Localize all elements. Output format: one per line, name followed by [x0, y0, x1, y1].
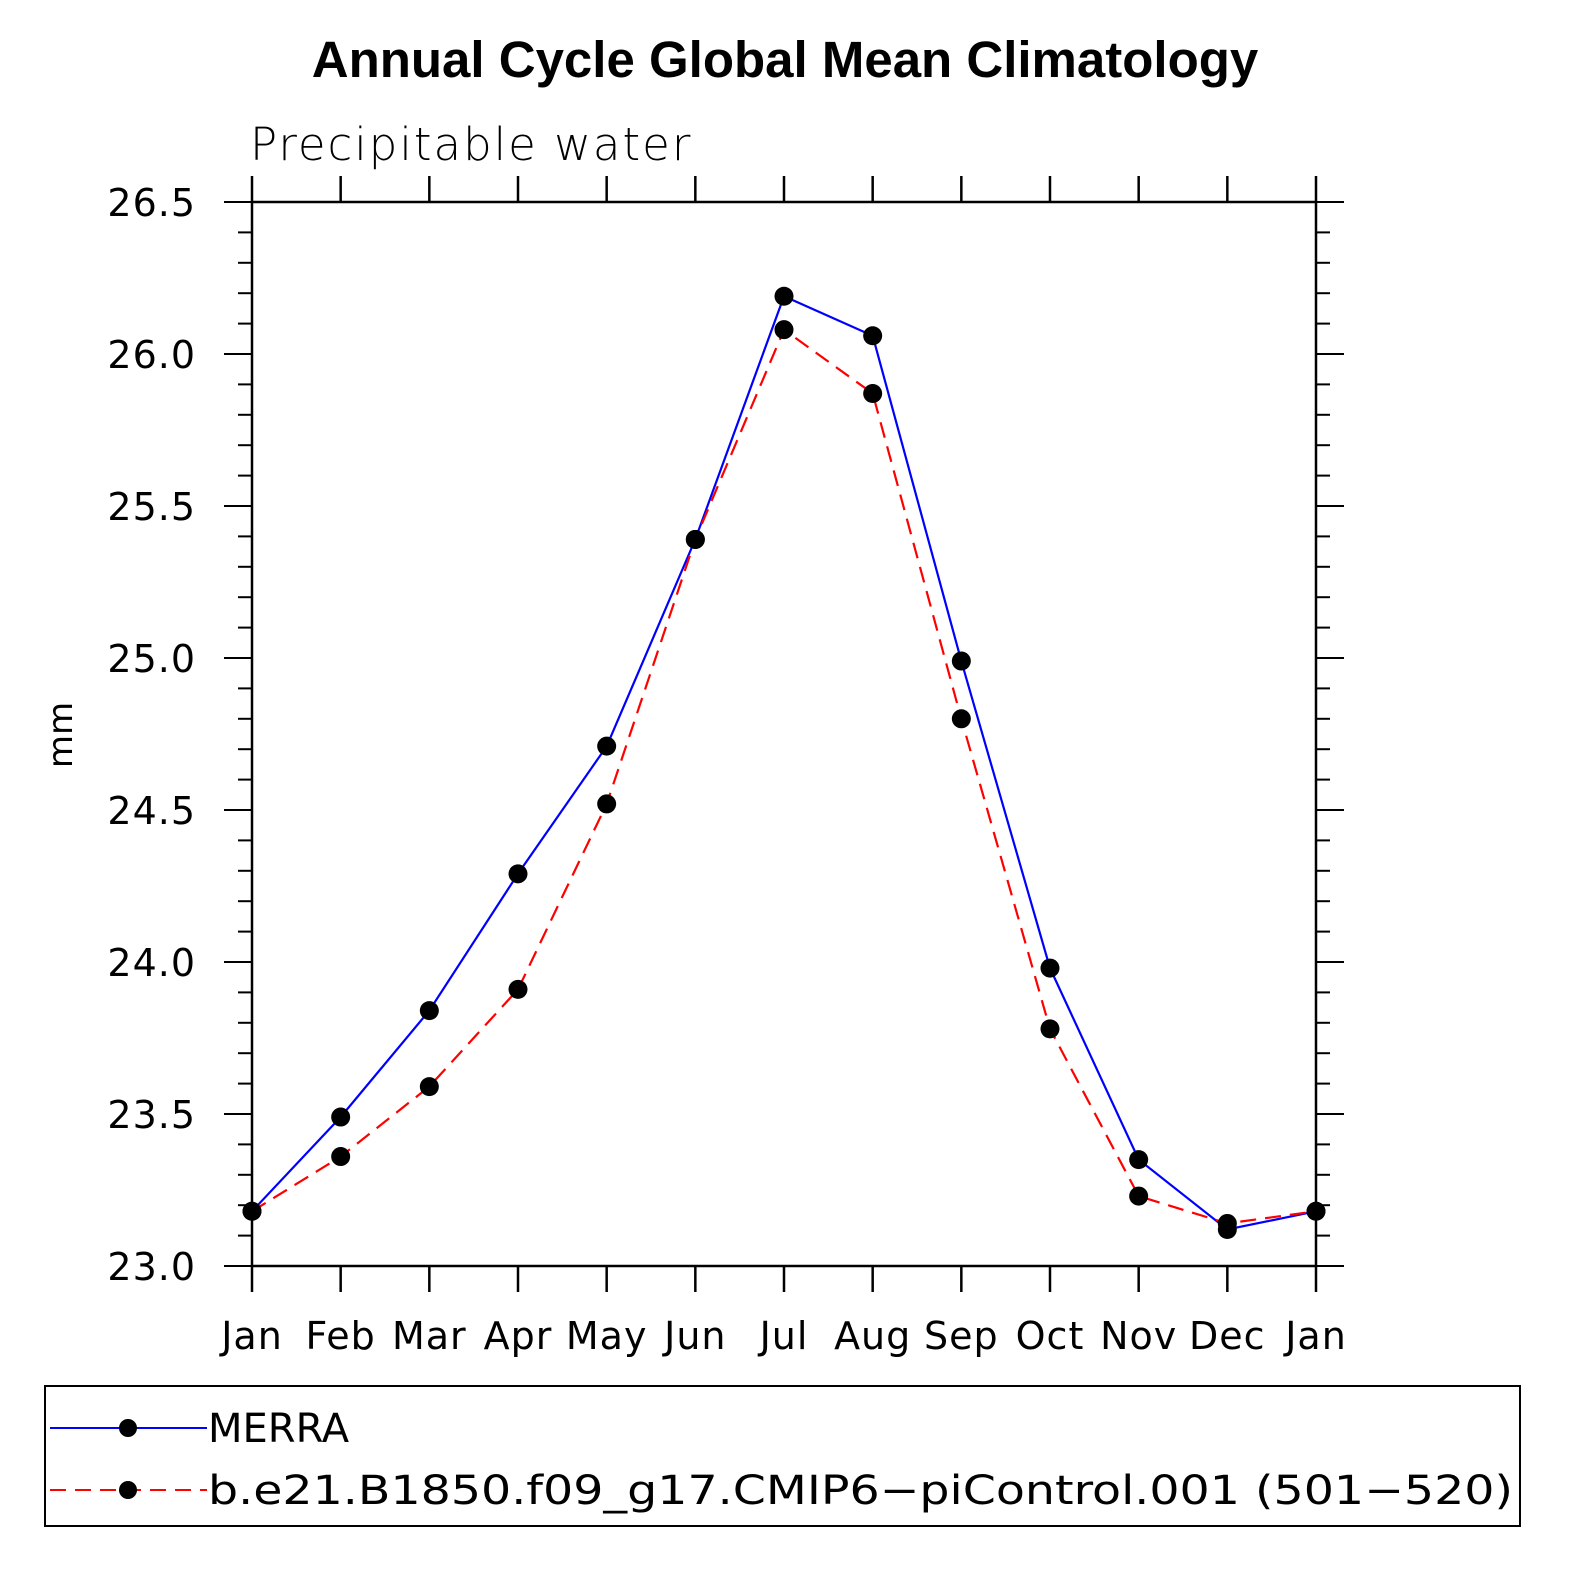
- x-tick-label: Jun: [662, 1314, 726, 1358]
- series-1-point: [331, 1147, 351, 1167]
- x-tick-label: Mar: [392, 1314, 467, 1358]
- y-tick-label: 23.5: [107, 1093, 196, 1137]
- series-1-point: [1129, 1186, 1149, 1206]
- y-tick-labels: 23.0 23.5 24.0 24.5 25.0 25.5 26.0 26.5: [107, 181, 196, 1289]
- legend-model-label: b.e21.B1850.f09_g17.CMIP6−piControl.001 …: [208, 1468, 1513, 1514]
- chart-subtitle: Precipitable water: [250, 118, 692, 171]
- series-1-point: [419, 1077, 439, 1097]
- plot-frame: [250, 200, 1318, 1268]
- series-0-point: [774, 286, 794, 306]
- y-axis-label: mm: [41, 702, 81, 768]
- series-0-point: [1129, 1150, 1149, 1170]
- x-tick-label: Jul: [758, 1314, 809, 1358]
- series-0-point: [419, 1001, 439, 1021]
- x-tick-label: Nov: [1100, 1314, 1177, 1358]
- series-line-1: [251, 328, 1317, 1225]
- series-0-point: [508, 864, 528, 884]
- axes: [224, 176, 1344, 1292]
- y-tick-label: 23.0: [107, 1245, 196, 1289]
- x-tick-label: Oct: [1016, 1314, 1085, 1358]
- series-1-point: [1217, 1213, 1237, 1233]
- series-1-point: [951, 709, 971, 729]
- x-tick-label: Dec: [1189, 1314, 1266, 1358]
- series-0-point: [863, 326, 883, 346]
- y-tick-label: 24.0: [107, 941, 196, 985]
- y-tick-label: 26.5: [107, 181, 196, 225]
- series-0-point: [597, 736, 617, 756]
- series-1-point: [242, 1201, 262, 1221]
- legend: MERRA b.e21.B1850.f09_g17.CMIP6−piContro…: [44, 1385, 1521, 1527]
- series-1-point: [685, 529, 705, 549]
- x-tick-label: Feb: [306, 1314, 376, 1358]
- legend-frame: [44, 1385, 1521, 1527]
- x-tick-label: Aug: [834, 1314, 911, 1358]
- series-0-point: [951, 651, 971, 671]
- y-tick-label: 25.5: [107, 485, 196, 529]
- series-1-point: [597, 794, 617, 814]
- x-tick-label: Apr: [484, 1314, 553, 1358]
- series-1-point: [1306, 1201, 1326, 1221]
- y-tick-label: 25.0: [107, 637, 196, 681]
- legend-merra-marker: [119, 1419, 137, 1437]
- x-tick-label: Jan: [1283, 1314, 1347, 1358]
- series-line-0: [251, 294, 1317, 1231]
- x-tick-label: Jan: [219, 1314, 283, 1358]
- series-1-point: [863, 384, 883, 404]
- series-1-point: [508, 979, 528, 999]
- y-tick-label: 24.5: [107, 789, 196, 833]
- x-tick-labels: Jan Feb Mar Apr May Jun Jul Aug Sep Oct Nov Dec Jan: [219, 1314, 1347, 1358]
- series-1-point: [1040, 1019, 1060, 1039]
- series-0-point: [331, 1107, 351, 1127]
- x-tick-label: May: [566, 1314, 648, 1358]
- legend-model-marker: [119, 1481, 137, 1499]
- y-tick-label: 26.0: [107, 333, 196, 377]
- series-1-point: [774, 320, 794, 340]
- chart-title: Annual Cycle Global Mean Climatology: [312, 31, 1259, 88]
- x-tick-label: Sep: [924, 1314, 999, 1358]
- legend-merra-label: MERRA: [208, 1406, 350, 1452]
- series-0-point: [1040, 958, 1060, 978]
- series-layer: [242, 286, 1326, 1240]
